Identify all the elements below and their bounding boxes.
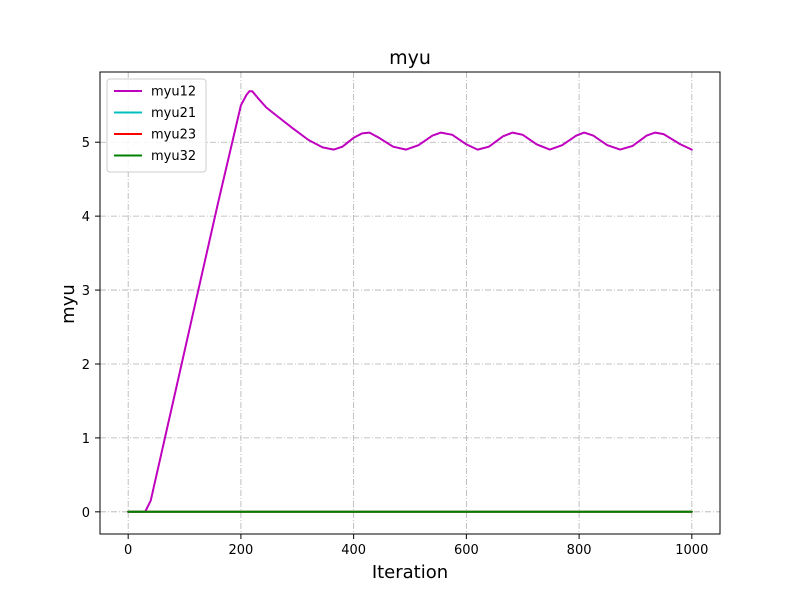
axis-ticks: 0 200 400 600 800 1000 0 1 2 3 4 5 <box>82 136 709 558</box>
legend-label-myu23: myu23 <box>151 128 196 143</box>
y-tick-label: 1 <box>82 432 90 447</box>
legend-label-myu32: myu32 <box>151 149 196 164</box>
chart-title: myu <box>389 47 431 69</box>
y-tick-label: 2 <box>82 358 90 373</box>
plot-frame <box>99 71 721 535</box>
series-line-myu12 <box>127 90 693 513</box>
y-tick-label: 0 <box>82 506 90 521</box>
x-axis-label: Iteration <box>372 562 448 583</box>
x-tick-label: 200 <box>228 543 253 558</box>
series-lines <box>127 90 693 513</box>
x-tick-label: 800 <box>567 543 592 558</box>
legend: myu12 myu21 myu23 myu32 <box>106 78 207 173</box>
legend-label-myu21: myu21 <box>151 106 196 121</box>
x-tick-label: 1000 <box>675 543 708 558</box>
x-tick-label: 400 <box>341 543 366 558</box>
legend-label-myu12: myu12 <box>151 85 196 100</box>
legend-box <box>106 78 207 173</box>
y-tick-label: 5 <box>82 136 90 151</box>
y-axis-label: myu <box>58 284 79 324</box>
x-tick-label: 600 <box>454 543 479 558</box>
y-tick-label: 3 <box>82 284 90 299</box>
x-tick-label: 0 <box>124 543 132 558</box>
y-tick-label: 4 <box>82 210 90 225</box>
